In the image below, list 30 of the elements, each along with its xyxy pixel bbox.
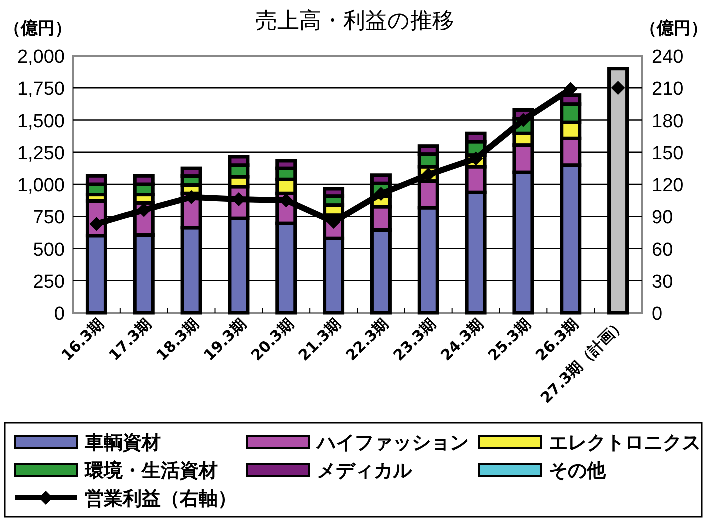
y2-tick-label: 180 <box>652 111 684 132</box>
y2-tick-label: 30 <box>652 272 674 293</box>
y-tick-label: 250 <box>33 272 65 293</box>
y-tick-label: 1,500 <box>17 111 65 132</box>
legend-label: 車輌資材 <box>84 432 161 454</box>
y2-tick-label: 210 <box>652 79 684 100</box>
point <box>137 203 152 218</box>
legend-label: メディカル <box>317 460 413 482</box>
y-tick-label: 500 <box>33 240 65 261</box>
y-tick-label: 1,000 <box>17 176 65 196</box>
y2-tick-label: 150 <box>652 143 684 164</box>
y2-tick-label: 120 <box>652 176 684 196</box>
y2-axis-title: （億円） <box>640 19 707 39</box>
y-tick-label: 0 <box>54 304 65 325</box>
legend-label: その他 <box>549 460 607 482</box>
legend-label: エレクトロニクス <box>549 432 701 454</box>
y-axis-title: （億円） <box>4 19 72 39</box>
y2-tick-label: 240 <box>652 47 684 68</box>
legend-label: ハイファッション <box>315 432 469 454</box>
y-tick-label: 2,000 <box>17 47 65 68</box>
y-tick-label: 1,250 <box>17 143 65 164</box>
y2-tick-label: 0 <box>652 304 663 325</box>
chart-title: 売上高・利益の推移 <box>256 9 454 34</box>
legend-label: 環境・生活資材 <box>84 460 218 482</box>
y2-tick-label: 90 <box>652 208 674 229</box>
y-tick-label: 750 <box>33 208 65 229</box>
y-tick-label: 1,750 <box>17 79 65 100</box>
point <box>611 81 626 96</box>
legend-label: 営業利益（右軸） <box>85 488 237 510</box>
y2-tick-label: 60 <box>652 240 674 261</box>
